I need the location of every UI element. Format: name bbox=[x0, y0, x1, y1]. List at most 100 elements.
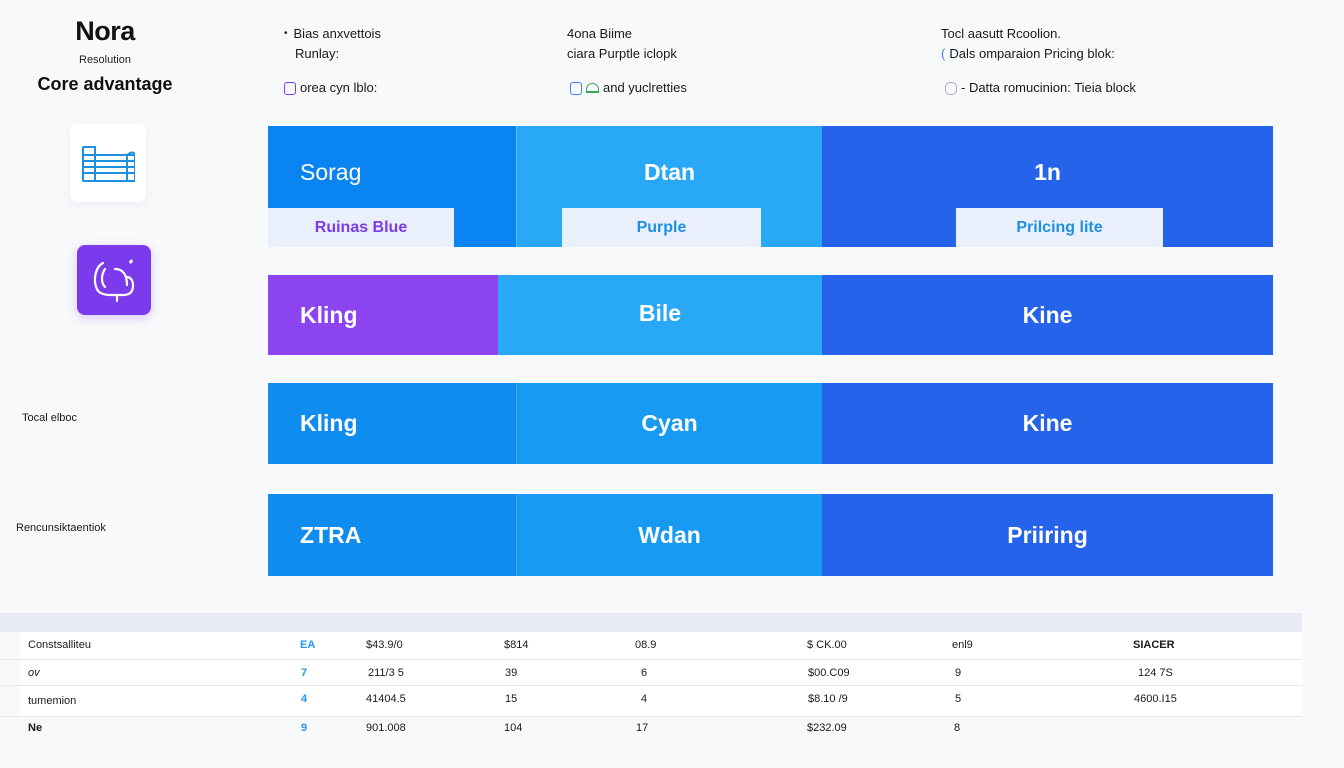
table-row[interactable]: Constsalliteu EA $43.9/0 $814 08.9 $ CK.… bbox=[0, 632, 1302, 660]
table-cell: $43.9/0 bbox=[366, 639, 403, 651]
model-name: Kine bbox=[1022, 410, 1073, 436]
legend-text: Bias anxvettois bbox=[293, 26, 381, 41]
table-cell: $232.09 bbox=[807, 722, 847, 734]
model-cell[interactable]: Priiring bbox=[822, 494, 1273, 576]
table-cell: $00.C09 bbox=[808, 667, 850, 679]
legend-text: Tocl aasutt Rcoolion. bbox=[941, 26, 1061, 41]
model-name: Wdan bbox=[638, 521, 701, 548]
side-label: Tocal elboc bbox=[22, 412, 78, 424]
model-cell[interactable]: Kine bbox=[822, 275, 1273, 355]
model-name: Cyan bbox=[641, 410, 698, 436]
model-name: Sorag bbox=[300, 159, 362, 185]
table-header bbox=[0, 613, 1302, 632]
color-tag[interactable]: Purple bbox=[562, 208, 761, 247]
legend-group-3: Tocl aasutt Rcoolion. (Dals omparaion Pr… bbox=[941, 24, 1136, 98]
legend-text: Runlay: bbox=[295, 46, 340, 61]
table-footer-divider bbox=[0, 755, 1302, 768]
model-name: 1n bbox=[1034, 159, 1061, 185]
pricing-label: Priiring bbox=[1007, 521, 1088, 548]
table-cell: 901.008 bbox=[366, 722, 406, 734]
table-row[interactable]: tumemion 4 41404.5 15 4 $8.10 /9 5 4600.… bbox=[0, 686, 1302, 717]
model-name: Kling bbox=[300, 301, 358, 328]
legend-item-label: - Datta romucinion: Tieia block bbox=[961, 80, 1136, 95]
legend-item-label: orea cyn lblo: bbox=[300, 80, 378, 95]
legend-group-2: 4ona Biime ciara Purptle iclopk and yucl… bbox=[567, 24, 687, 98]
legend-line: 4ona Biime bbox=[567, 24, 687, 44]
table-cell: 7 bbox=[301, 667, 308, 679]
table-row[interactable]: Ne 9 901.008 104 17 $232.09 8 bbox=[0, 717, 1302, 755]
table-cell: 211/3 5 bbox=[368, 667, 404, 679]
table-cell: 5 bbox=[955, 693, 962, 705]
bullet-icon: • bbox=[284, 28, 288, 39]
model-cell[interactable]: Kling bbox=[268, 275, 498, 355]
model-name: Bile bbox=[638, 299, 682, 326]
table-cell: 17 bbox=[636, 722, 649, 734]
legend-text: 4ona Biime bbox=[567, 26, 633, 41]
model-name: Kling bbox=[300, 410, 358, 436]
model-name: ZTRA bbox=[300, 521, 362, 548]
model-cell[interactable]: Kling bbox=[268, 383, 516, 464]
table-cell: 08.9 bbox=[635, 639, 657, 651]
model-name: Dtan bbox=[643, 159, 696, 185]
table-cell: ov bbox=[28, 667, 40, 679]
table-cell: Constsalliteu bbox=[28, 639, 91, 651]
brand-subtitle: Resolution bbox=[79, 54, 131, 66]
table-cell: 9 bbox=[955, 667, 962, 679]
color-tag[interactable]: Ruinas Blue bbox=[268, 208, 454, 247]
table-cell: EA bbox=[300, 639, 316, 651]
table-cell: $8.10 /9 bbox=[808, 693, 848, 705]
comparison-row: Kling Bile Kine bbox=[268, 275, 1273, 355]
grey-checkbox-icon[interactable] bbox=[945, 81, 957, 95]
legend-text: ciara Purptle iclopk bbox=[567, 46, 677, 61]
table-cell: Ne bbox=[28, 722, 43, 734]
table-cell: 124 7S bbox=[1138, 667, 1173, 679]
comparison-row: ZTRA Wdan Priiring bbox=[268, 494, 1273, 576]
table-cell: 15 bbox=[505, 693, 518, 705]
table-row[interactable]: ov 7 211/3 5 39 6 $00.C09 9 124 7S bbox=[0, 660, 1302, 686]
legend-line: Runlay: bbox=[284, 44, 381, 64]
app-title: Nora bbox=[75, 16, 135, 46]
table-cell: 4600.I15 bbox=[1134, 693, 1177, 705]
model-cell[interactable]: Wdan bbox=[516, 494, 822, 576]
table-cell: 4 bbox=[301, 693, 308, 705]
table-cell: tumemion bbox=[28, 695, 77, 707]
legend-item-checkbox[interactable]: - Datta romucinion: Tieia block bbox=[945, 78, 1136, 98]
purple-checkbox-icon[interactable] bbox=[284, 81, 296, 95]
legend-item-label: and yuclretties bbox=[603, 80, 687, 95]
model-name: Kine bbox=[1022, 301, 1073, 328]
comparison-row: Kling Cyan Kine bbox=[268, 383, 1273, 464]
chat-icon-card[interactable] bbox=[77, 245, 151, 315]
table-cell: enl9 bbox=[952, 639, 973, 651]
storage-icon-card[interactable] bbox=[70, 124, 146, 202]
table-cell: 9 bbox=[301, 722, 308, 734]
legend-item-checkbox[interactable]: and yuclretties bbox=[570, 78, 687, 98]
table-cell: 6 bbox=[641, 667, 648, 679]
data-table: Constsalliteu EA $43.9/0 $814 08.9 $ CK.… bbox=[0, 613, 1302, 768]
pricing-tag[interactable]: Prilcing lite bbox=[956, 208, 1163, 247]
storage-stack-icon bbox=[82, 146, 135, 182]
brand-tagline: Core advantage bbox=[37, 74, 173, 94]
legend-line: • Bias anxvettois bbox=[284, 24, 381, 44]
side-label: Rencunsiktaentiok bbox=[16, 522, 106, 534]
table-cell: 104 bbox=[504, 722, 523, 734]
model-cell[interactable]: Kine bbox=[822, 383, 1273, 464]
legend-group-1: • Bias anxvettois Runlay: orea cyn lblo: bbox=[284, 24, 381, 98]
model-cell[interactable]: Dtan Purple bbox=[516, 126, 822, 247]
chat-bubble-icon bbox=[93, 259, 135, 303]
legend-text: Dals omparaion Pricing blok: bbox=[949, 46, 1115, 61]
table-header-cell: SIACER bbox=[1133, 639, 1175, 651]
model-cell[interactable]: Cyan bbox=[516, 383, 822, 464]
comparison-row: Sorag Ruinas Blue Dtan Purple 1n Prilcin… bbox=[268, 126, 1273, 247]
model-cell[interactable]: Bile bbox=[498, 275, 822, 355]
cyan-bracket-icon: ( bbox=[941, 46, 946, 61]
legend-line: ciara Purptle iclopk bbox=[567, 44, 687, 64]
model-cell[interactable]: Sorag Ruinas Blue bbox=[268, 126, 516, 247]
model-cell[interactable]: 1n Prilcing lite bbox=[822, 126, 1273, 247]
model-cell[interactable]: ZTRA bbox=[268, 494, 516, 576]
legend-item-checkbox[interactable]: orea cyn lblo: bbox=[284, 78, 381, 98]
table-cell: 4 bbox=[641, 693, 648, 705]
table-cell: 8 bbox=[954, 722, 961, 734]
legend-line: Tocl aasutt Rcoolion. bbox=[941, 24, 1136, 44]
blue-checkbox-icon[interactable] bbox=[570, 81, 582, 95]
table-cell: $814 bbox=[504, 639, 529, 651]
